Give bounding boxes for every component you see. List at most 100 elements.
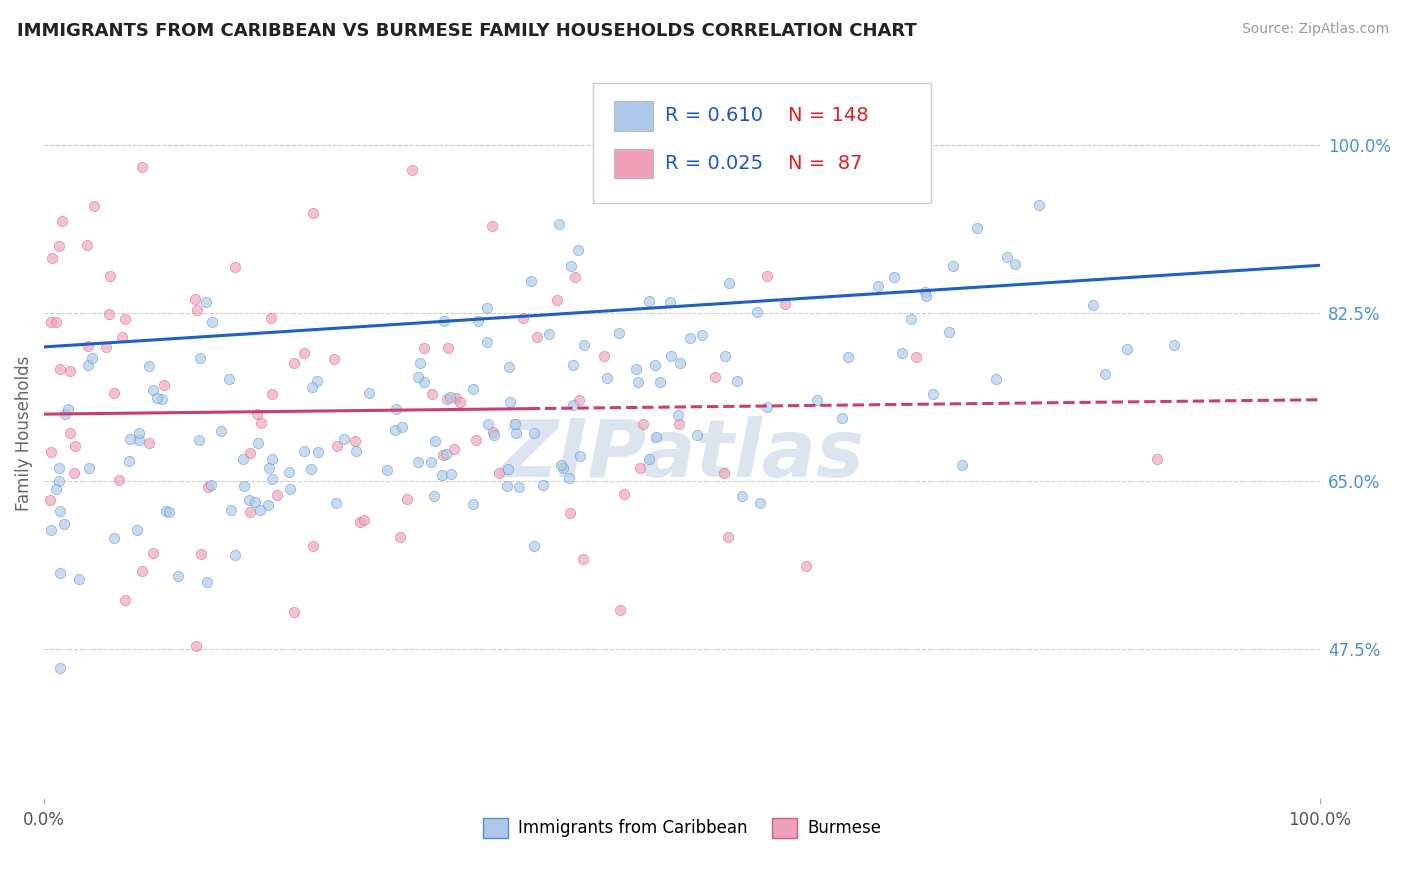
Point bbox=[219, 502, 242, 516]
Point bbox=[749, 496, 772, 510]
Point bbox=[155, 504, 177, 518]
Point bbox=[806, 392, 828, 407]
Point bbox=[48, 566, 70, 580]
Point bbox=[659, 295, 682, 310]
Point bbox=[39, 523, 62, 537]
Text: Source: ZipAtlas.com: Source: ZipAtlas.com bbox=[1241, 22, 1389, 37]
Point bbox=[131, 160, 153, 174]
Point bbox=[188, 351, 211, 366]
Point bbox=[48, 461, 70, 475]
Point bbox=[444, 391, 467, 405]
Point bbox=[423, 489, 446, 503]
Point bbox=[53, 407, 76, 421]
Point bbox=[406, 369, 429, 384]
Point bbox=[48, 238, 70, 252]
Text: IMMIGRANTS FROM CARIBBEAN VS BURMESE FAMILY HOUSEHOLDS CORRELATION CHART: IMMIGRANTS FROM CARIBBEAN VS BURMESE FAM… bbox=[17, 22, 917, 40]
Point bbox=[546, 293, 568, 307]
Point bbox=[449, 395, 471, 409]
Point bbox=[773, 297, 796, 311]
Point bbox=[233, 479, 256, 493]
Point bbox=[385, 402, 408, 417]
Point bbox=[717, 530, 740, 544]
FancyBboxPatch shape bbox=[592, 83, 931, 203]
Point bbox=[423, 434, 446, 448]
Point bbox=[128, 426, 150, 441]
Point bbox=[631, 417, 654, 432]
Point bbox=[922, 387, 945, 401]
Point bbox=[152, 377, 174, 392]
Point bbox=[103, 386, 125, 401]
Point bbox=[938, 325, 960, 339]
Point bbox=[190, 547, 212, 561]
Point bbox=[357, 386, 380, 401]
Point bbox=[626, 362, 648, 376]
Point bbox=[891, 346, 914, 360]
Point bbox=[467, 314, 489, 328]
Point bbox=[201, 315, 224, 329]
Point bbox=[413, 341, 436, 355]
Point bbox=[436, 341, 458, 355]
Point bbox=[482, 425, 505, 439]
Point bbox=[551, 460, 574, 475]
Point bbox=[167, 568, 190, 582]
Point bbox=[883, 270, 905, 285]
Point bbox=[496, 478, 519, 492]
Point bbox=[1081, 298, 1104, 312]
Point bbox=[209, 424, 232, 438]
Point bbox=[277, 465, 299, 479]
Point bbox=[966, 220, 988, 235]
Point bbox=[401, 162, 423, 177]
Point bbox=[562, 398, 585, 412]
Point bbox=[659, 349, 682, 363]
Point bbox=[266, 488, 288, 502]
Point bbox=[461, 382, 484, 396]
Point bbox=[257, 460, 280, 475]
Text: ZIPatlas: ZIPatlas bbox=[499, 417, 865, 494]
Point bbox=[76, 339, 98, 353]
Point bbox=[503, 417, 526, 431]
Point bbox=[111, 329, 134, 343]
Point bbox=[465, 433, 488, 447]
Point bbox=[713, 466, 735, 480]
Point bbox=[239, 446, 262, 460]
Point bbox=[512, 310, 534, 325]
Point bbox=[114, 593, 136, 607]
Point bbox=[558, 471, 581, 485]
Point bbox=[283, 356, 305, 370]
Text: N =  87: N = 87 bbox=[787, 154, 862, 173]
Point bbox=[461, 496, 484, 510]
Point bbox=[499, 395, 522, 409]
Point bbox=[440, 467, 463, 482]
Point bbox=[413, 375, 436, 389]
Point bbox=[690, 327, 713, 342]
Point bbox=[1115, 343, 1137, 357]
Point bbox=[195, 575, 218, 590]
Point bbox=[868, 279, 890, 293]
Point bbox=[256, 498, 278, 512]
Point bbox=[375, 463, 398, 477]
Point bbox=[568, 393, 591, 408]
Point bbox=[526, 329, 548, 343]
Point bbox=[159, 505, 181, 519]
Point bbox=[283, 606, 305, 620]
Point bbox=[59, 425, 82, 440]
Point bbox=[39, 493, 62, 508]
Point bbox=[942, 260, 965, 274]
Point bbox=[301, 380, 323, 394]
Point bbox=[292, 444, 315, 458]
Point bbox=[572, 552, 595, 566]
Point bbox=[914, 289, 936, 303]
Point bbox=[613, 487, 636, 501]
Text: R = 0.025: R = 0.025 bbox=[665, 154, 763, 173]
Point bbox=[422, 387, 444, 401]
Point bbox=[568, 450, 591, 464]
Point bbox=[596, 370, 619, 384]
Point bbox=[560, 506, 582, 520]
Point bbox=[434, 447, 457, 461]
Point bbox=[481, 219, 503, 233]
Point bbox=[325, 496, 347, 510]
Point bbox=[187, 433, 209, 447]
Point bbox=[262, 472, 284, 486]
Point bbox=[755, 269, 778, 284]
Text: N = 148: N = 148 bbox=[787, 106, 869, 126]
